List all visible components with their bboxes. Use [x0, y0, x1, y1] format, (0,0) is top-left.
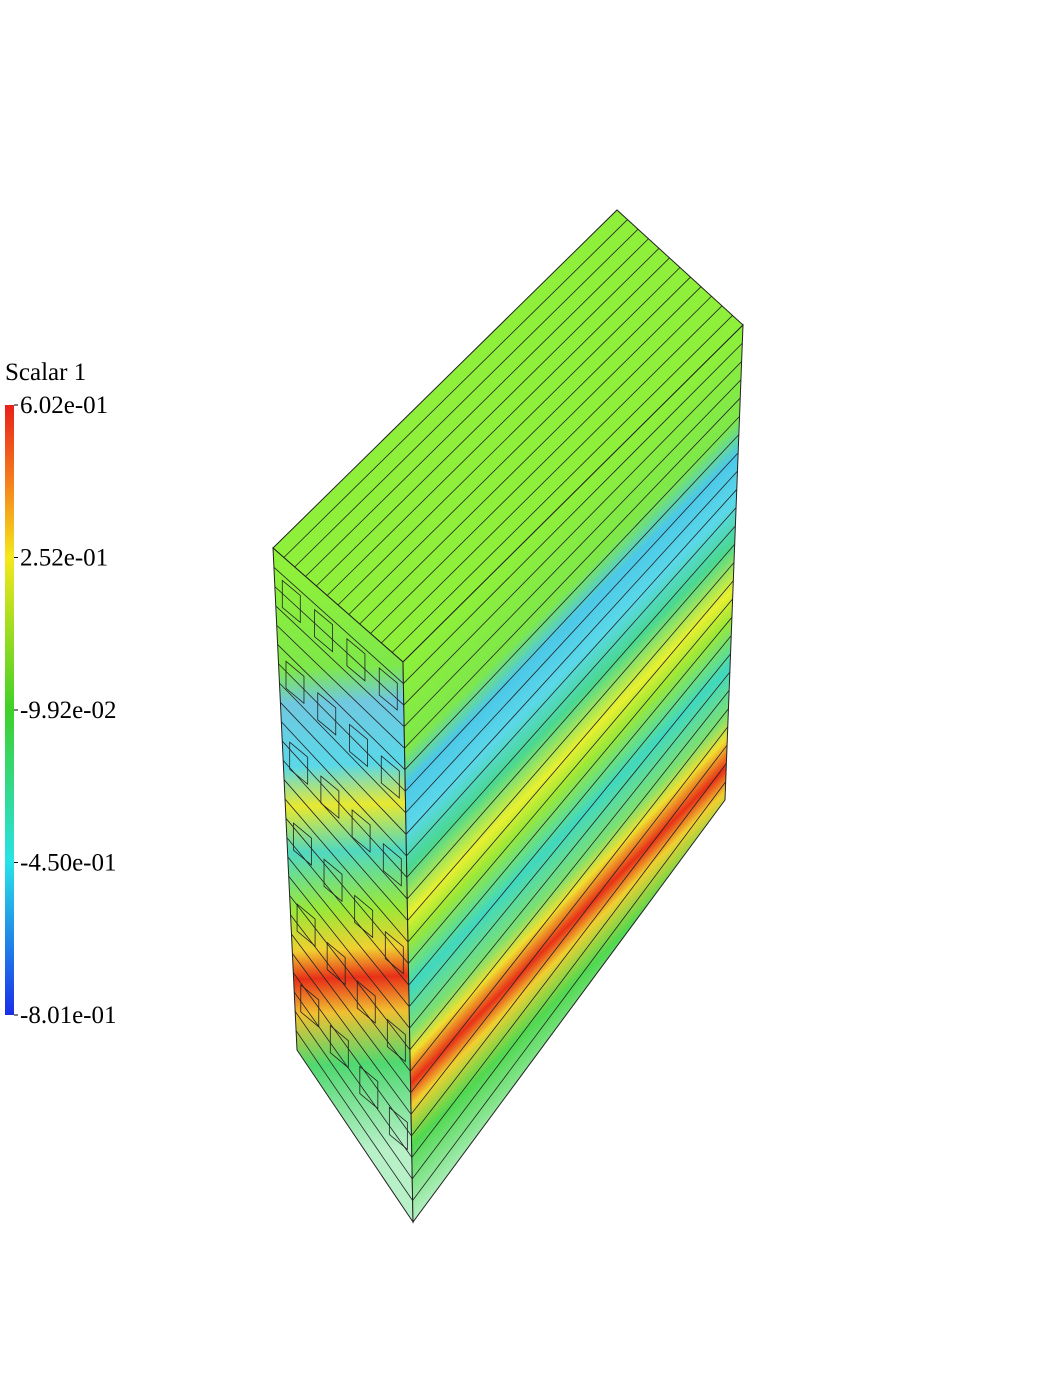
side-layer	[409, 635, 732, 1029]
side-layer	[411, 726, 729, 1137]
front-layer	[278, 663, 406, 792]
cell	[384, 930, 404, 975]
cell	[378, 667, 398, 711]
cell	[359, 1065, 379, 1110]
front-layer	[273, 567, 404, 684]
side-layer	[406, 507, 737, 878]
cell	[349, 723, 368, 768]
side-layer	[405, 434, 740, 792]
cell	[285, 660, 305, 705]
colorbar-label: -9.92e-02	[20, 697, 117, 724]
front-layer	[292, 953, 412, 1115]
front-layer	[291, 933, 412, 1094]
side-layer	[403, 361, 742, 706]
top-layer	[359, 286, 702, 625]
side-layer	[405, 452, 739, 814]
front-layer	[285, 818, 409, 964]
top-layer	[294, 228, 639, 568]
side-layer	[410, 708, 729, 1115]
cell	[388, 1106, 408, 1151]
cell	[351, 809, 371, 853]
cell	[300, 984, 320, 1028]
front-layer	[289, 895, 411, 1050]
top-layer	[283, 219, 628, 558]
side-layer	[410, 690, 730, 1094]
top-layer	[381, 305, 723, 644]
top-layer	[391, 315, 733, 653]
cell	[329, 1024, 349, 1069]
front-layer	[281, 740, 408, 878]
front-layer	[287, 856, 410, 1007]
cell	[382, 842, 402, 887]
front-layer	[279, 682, 406, 814]
front-layer	[295, 1030, 413, 1201]
side-layer	[409, 671, 731, 1072]
front-layer	[277, 644, 406, 770]
layer-lines	[273, 219, 743, 1201]
side-face	[402, 323, 744, 1224]
cell	[296, 903, 316, 947]
front-layer	[283, 779, 408, 921]
side-layer	[403, 342, 743, 684]
colorbar	[5, 405, 14, 1015]
cell	[323, 858, 343, 903]
side-layer	[411, 763, 727, 1180]
side-layer	[404, 397, 741, 749]
front-layer	[288, 875, 410, 1029]
front-layer	[284, 798, 409, 943]
side-layer	[412, 781, 727, 1201]
cell	[292, 822, 312, 866]
cell	[386, 1018, 406, 1063]
side-layer	[407, 562, 735, 943]
colorbar-label: 2.52e-01	[20, 545, 108, 572]
front-layer	[280, 702, 407, 835]
cell	[354, 894, 374, 939]
side-layer	[406, 489, 738, 857]
front-layer	[281, 721, 407, 857]
cell	[317, 691, 337, 736]
colorbar-ticks: 6.02e-01 2.52e-01 -9.92e-02 -4.50e-01 -8.01e…	[14, 392, 117, 1029]
front-layer	[276, 624, 405, 749]
top-layer	[337, 267, 681, 606]
side-layer	[406, 525, 736, 900]
cell	[326, 941, 346, 986]
cell	[380, 755, 400, 799]
side-layer	[408, 598, 733, 986]
front-layer	[290, 914, 411, 1072]
cell	[314, 608, 334, 653]
top-layer	[305, 238, 649, 577]
top-layer	[316, 248, 660, 587]
side-layer	[407, 543, 735, 921]
front-layer	[274, 586, 405, 706]
side-layer	[405, 470, 738, 835]
cell	[356, 980, 376, 1024]
side-layer	[408, 580, 734, 964]
block-3d	[272, 209, 744, 1224]
cell	[289, 741, 309, 786]
colorbar-label: -4.50e-01	[20, 850, 117, 877]
side-layer	[404, 416, 740, 770]
cell	[320, 775, 340, 819]
side-layer	[409, 653, 731, 1050]
front-layer	[275, 605, 405, 727]
front-layer	[294, 1011, 413, 1180]
top-layer	[326, 257, 670, 596]
colorbar-title: Scalar 1	[5, 359, 86, 386]
front-layer	[292, 972, 412, 1137]
cells	[281, 579, 408, 1151]
top-layer	[348, 276, 691, 615]
side-layer	[411, 744, 728, 1158]
front-layer	[286, 837, 410, 986]
cell	[346, 638, 366, 682]
colorbar-label: -8.01e-01	[20, 1002, 117, 1029]
colorbar-label: 6.02e-01	[20, 392, 108, 419]
side-layer	[408, 617, 733, 1007]
cell	[281, 579, 301, 624]
front-layer	[282, 760, 408, 900]
side-layer	[403, 379, 742, 727]
front-layer	[293, 991, 413, 1158]
top-layer	[370, 295, 712, 634]
